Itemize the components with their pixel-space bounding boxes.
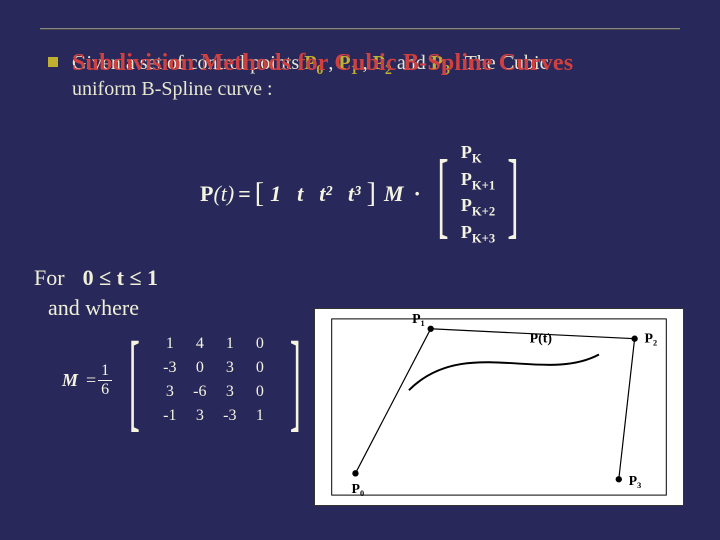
m-cell: -6: [185, 383, 215, 401]
bracket-right-icon: ]: [367, 178, 376, 210]
svg-text:P₁: P₁: [412, 311, 425, 326]
m-cell: 3: [185, 407, 215, 425]
dot-symbol: ·: [414, 181, 421, 207]
column-vector: [ PK PK+1 PK+2 PK+3 ]: [427, 140, 529, 248]
horizontal-rule: [40, 28, 680, 30]
svg-text:P₃: P₃: [629, 473, 642, 488]
and-where-label: and where: [48, 295, 158, 321]
P-symbol: P(t): [200, 181, 234, 207]
t-range: 0 ≤ t ≤ 1: [83, 265, 158, 291]
col-cell: PK+1: [461, 169, 495, 194]
m-matrix-equation: M = 1 6 [ 1410 -3030 3-630 -13-31 ]: [62, 332, 313, 428]
m-cell: 3: [215, 359, 245, 377]
m-cell: -3: [155, 359, 185, 377]
svg-text:P(t): P(t): [530, 331, 552, 347]
m-cell: 1: [215, 335, 245, 353]
equals-sign: =: [238, 181, 251, 207]
m-cell: 0: [245, 335, 275, 353]
bracket-left-icon: [: [129, 335, 140, 425]
bullet-block: Given a set of control points P0 , P1 , …: [48, 50, 680, 106]
bullet-icon: [48, 57, 58, 67]
row-vector: [ 1 t t² t³ ]: [255, 178, 376, 210]
m-cell: 0: [185, 359, 215, 377]
row-cell: t: [297, 181, 303, 207]
bracket-left-icon: [: [437, 146, 448, 242]
slide: Given a set of control points P0 , P1 , …: [0, 0, 720, 540]
m-cell: -3: [215, 407, 245, 425]
m-cell: 3: [155, 383, 185, 401]
bracket-right-icon: ]: [508, 146, 519, 242]
svg-text:P₀: P₀: [352, 481, 365, 496]
slide-title: Subdivision Methods for Cubic B-Spline C…: [72, 50, 573, 77]
body-line-2: uniform B-Spline curve :: [72, 76, 273, 102]
main-equation: P(t) = [ 1 t t² t³ ] M · [ PK PK+1 PK+2 …: [200, 140, 529, 248]
m-cell: 3: [215, 383, 245, 401]
row-cell: t³: [348, 181, 361, 207]
svg-text:P₂: P₂: [645, 331, 658, 346]
curve-svg: P₀ P₁ P₂ P₃ P(t): [315, 309, 683, 505]
m-cell: 4: [185, 335, 215, 353]
row-cell: t²: [319, 181, 332, 207]
bracket-left-icon: [: [255, 178, 264, 210]
fraction-numerator: 1: [98, 362, 112, 381]
for-label: For: [34, 265, 65, 291]
col-cell: PK+2: [461, 195, 495, 220]
curve-figure: P₀ P₁ P₂ P₃ P(t): [314, 308, 684, 506]
M-symbol: M: [62, 370, 78, 391]
equals-sign: =: [86, 370, 96, 391]
m-cell: 0: [245, 383, 275, 401]
fraction-denominator: 6: [98, 381, 112, 399]
col-cell: PK: [461, 142, 495, 167]
m-cell: 0: [245, 359, 275, 377]
bracket-right-icon: ]: [290, 335, 301, 425]
row-cell: 1: [270, 181, 281, 207]
bullet-text: Given a set of control points P0 , P1 , …: [72, 50, 680, 106]
m-cell: -1: [155, 407, 185, 425]
matrix-grid: 1410 -3030 3-630 -13-31: [155, 332, 275, 428]
col-cell: PK+3: [461, 222, 495, 247]
M-symbol: M: [384, 181, 404, 207]
fraction: 1 6: [98, 362, 112, 399]
for-block: For 0 ≤ t ≤ 1 and where: [34, 265, 158, 321]
m-cell: 1: [155, 335, 185, 353]
m-cell: 1: [245, 407, 275, 425]
